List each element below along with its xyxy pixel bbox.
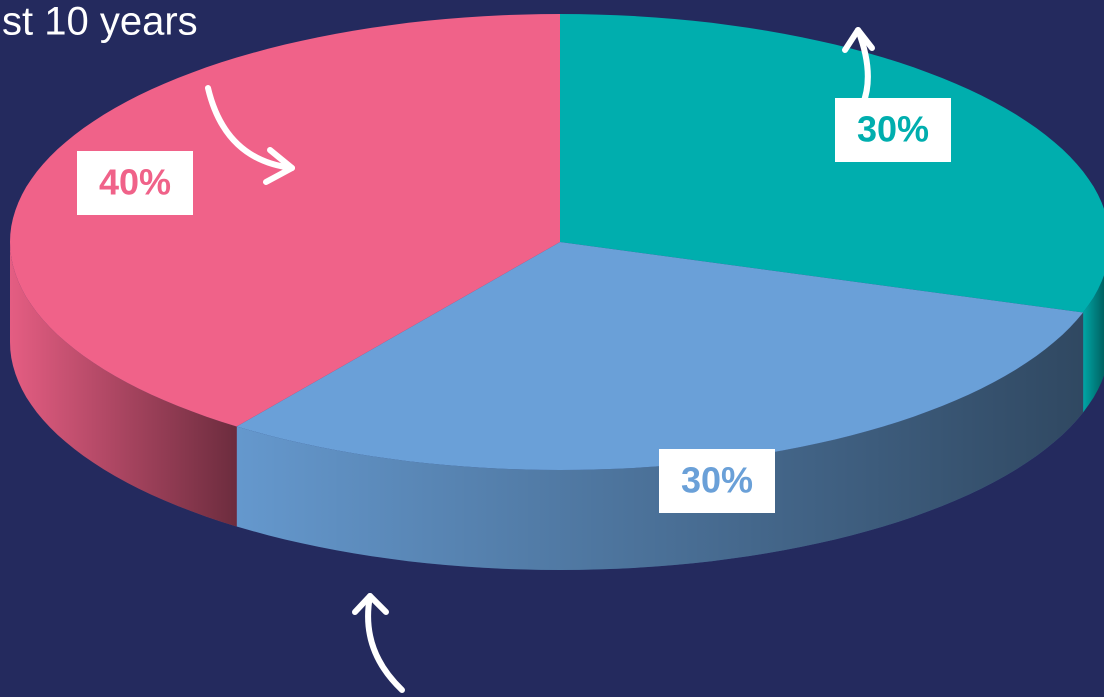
slice-side-shade [10,242,237,527]
arrow [205,85,295,171]
data-label: 40% [99,162,171,203]
data-label: 30% [681,460,753,501]
label-box [835,98,951,162]
label-box [659,449,775,513]
label-box [77,151,193,215]
data-label: 30% [857,109,929,150]
arrow-head [842,27,875,53]
slice [560,14,1104,313]
arrow-head [263,147,295,185]
slice-side-shade [1083,275,1104,413]
labels: 30% 30% 40% [77,98,951,513]
arrow-head [352,593,389,615]
pie [10,14,1104,570]
slice [236,242,1084,470]
slice-side-shade [236,312,1084,570]
arrow [365,593,405,693]
slice [10,14,560,427]
chart-title: st 10 years [2,0,198,44]
